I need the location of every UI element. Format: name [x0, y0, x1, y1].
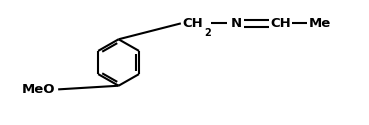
Text: 2: 2	[204, 28, 211, 38]
Text: CH: CH	[270, 17, 291, 30]
Text: CH: CH	[183, 17, 203, 30]
Text: MeO: MeO	[21, 83, 55, 96]
Text: N: N	[230, 17, 241, 30]
Text: Me: Me	[309, 17, 331, 30]
